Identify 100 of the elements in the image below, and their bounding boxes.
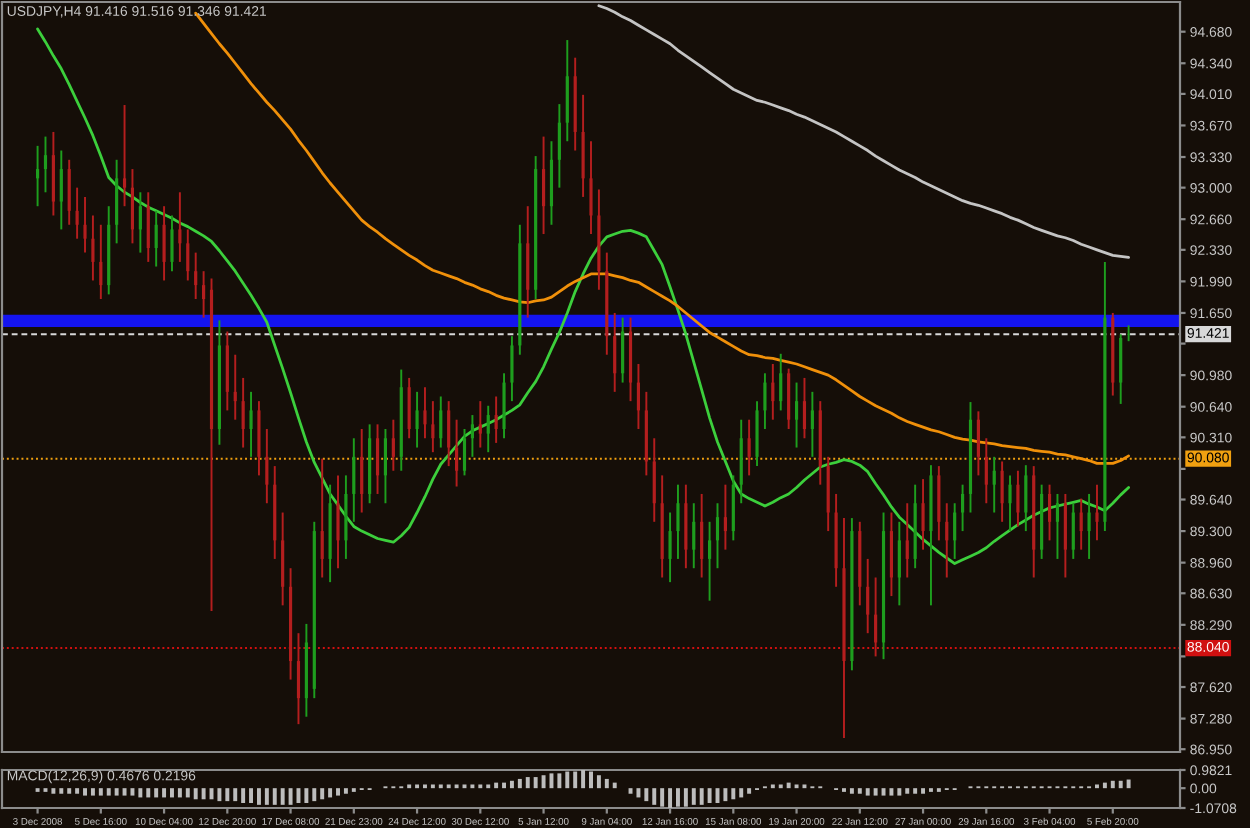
candlestick (763, 372, 767, 430)
candlestick (494, 395, 498, 444)
candlestick (652, 437, 656, 523)
candlestick (431, 400, 435, 454)
candlestick (613, 311, 617, 393)
candlestick (281, 511, 285, 607)
candlestick (249, 390, 253, 458)
candlestick (889, 511, 894, 598)
candlestick (470, 414, 474, 458)
candlestick (771, 363, 775, 421)
candlestick (423, 386, 427, 440)
candlestick (992, 455, 996, 514)
candlestick (581, 93, 585, 198)
candlestick (668, 511, 672, 584)
candlestick (1119, 333, 1123, 405)
candlestick (684, 483, 688, 570)
candlestick (541, 135, 546, 236)
candlestick (154, 209, 158, 268)
candlestick (1055, 492, 1060, 560)
candlestick (455, 418, 459, 488)
candlestick (953, 502, 957, 560)
candlestick (802, 376, 807, 440)
candlestick (336, 474, 340, 570)
candlestick (621, 316, 625, 384)
candlestick (344, 474, 348, 560)
candlestick (1095, 483, 1099, 542)
candlestick (138, 191, 142, 254)
candlestick (708, 520, 712, 602)
candlestick (1079, 497, 1083, 551)
candlestick (383, 428, 388, 505)
candlestick (557, 103, 561, 189)
candlestick (67, 158, 71, 226)
candlestick (747, 418, 751, 477)
candlestick (146, 191, 150, 263)
candlestick (905, 502, 909, 579)
candlestick (700, 492, 704, 579)
candlestick (1024, 464, 1028, 533)
candlestick (265, 428, 269, 505)
candlestick (170, 214, 174, 273)
candlestick (1008, 474, 1012, 533)
candlestick (91, 214, 95, 282)
candlestick (36, 144, 40, 208)
candlestick (945, 502, 949, 579)
candlestick (257, 400, 261, 477)
candlestick (178, 191, 182, 263)
candlestick (866, 557, 870, 635)
candlestick (810, 390, 814, 458)
candlestick (526, 205, 530, 319)
candlestick (510, 335, 514, 403)
candlestick (1000, 460, 1004, 523)
candlestick (462, 428, 467, 477)
candlestick (731, 474, 735, 542)
candlestick (233, 353, 237, 421)
candlestick (352, 437, 356, 523)
candlestick (984, 437, 988, 505)
candlestick (391, 418, 395, 472)
candlestick (360, 428, 364, 514)
candlestick (636, 363, 641, 430)
candlestick (162, 205, 166, 282)
candlestick (407, 376, 411, 440)
line-series (36, 27, 1130, 565)
candlestick (723, 483, 727, 551)
candlestick (478, 400, 482, 449)
candlestick (122, 104, 127, 208)
candlestick (794, 381, 799, 449)
candlestick (447, 400, 451, 468)
candlestick (779, 352, 783, 412)
candlestick (486, 404, 490, 454)
candlestick (921, 478, 925, 551)
candlestick (1016, 469, 1020, 528)
candlestick (502, 372, 506, 440)
candlestick (99, 223, 103, 300)
candlestick (1087, 492, 1091, 560)
candlestick (130, 168, 135, 245)
candlestick (549, 140, 554, 226)
candlestick (225, 330, 229, 412)
candlestick (320, 457, 324, 579)
candlestick (937, 465, 941, 542)
candlestick (75, 186, 79, 240)
candlestick (202, 270, 206, 319)
candlestick (83, 195, 87, 254)
candlestick (787, 367, 791, 430)
candlestick (375, 423, 380, 495)
candlestick (415, 390, 419, 449)
candlestick (565, 39, 569, 143)
candlestick (976, 410, 980, 477)
candlestick (676, 483, 680, 560)
candlestick (739, 418, 743, 505)
candlestick (961, 483, 965, 533)
candlestick (115, 158, 119, 245)
candlestick (874, 576, 878, 658)
candlestick (1063, 492, 1067, 579)
candlestick (589, 140, 593, 236)
candlestick (1071, 502, 1075, 560)
candlestick (755, 400, 759, 468)
candlestick (241, 376, 245, 449)
line-series (597, 4, 1130, 259)
candlestick (439, 395, 443, 449)
candlestick (1127, 324, 1131, 343)
candlestick (692, 502, 696, 570)
